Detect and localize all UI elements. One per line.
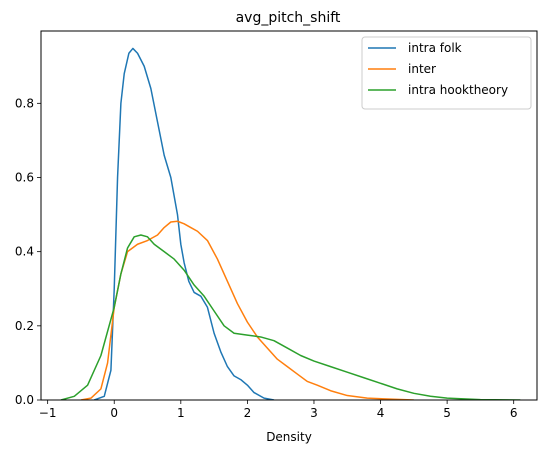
series-line-intra-hooktheory bbox=[60, 234, 521, 400]
x-tick-label: 2 bbox=[244, 406, 252, 420]
x-tick-label: 6 bbox=[510, 406, 518, 420]
y-axis: 0.0 0.2 0.4 0.6 0.8 bbox=[15, 96, 41, 407]
plot-frame bbox=[40, 30, 538, 401]
x-tick-label: 3 bbox=[310, 406, 318, 420]
plot-area bbox=[40, 30, 538, 401]
legend-label-inter: inter bbox=[408, 62, 436, 76]
series-line-inter bbox=[80, 220, 414, 400]
x-tick-label: 0 bbox=[110, 406, 118, 420]
y-tick-label: 0.2 bbox=[15, 319, 34, 333]
legend-frame bbox=[361, 36, 532, 110]
y-tick-label: 0.4 bbox=[15, 245, 34, 259]
chart-title: avg_pitch_shift bbox=[236, 10, 341, 26]
y-tick-label: 0.8 bbox=[15, 96, 34, 110]
series-line-intra-folk bbox=[93, 47, 275, 400]
legend-label-intra-folk: intra folk bbox=[408, 41, 462, 55]
x-tick-label: 1 bbox=[177, 406, 185, 420]
series-layer bbox=[60, 47, 521, 400]
x-axis-label: Density bbox=[266, 430, 312, 444]
y-tick-label: 0.0 bbox=[15, 393, 34, 407]
x-axis: −1 0 1 2 3 4 5 6 bbox=[39, 400, 518, 420]
legend-label-intra-hooktheory: intra hooktheory bbox=[408, 83, 508, 97]
x-tick-label: 4 bbox=[377, 406, 385, 420]
legend: intra folk inter intra hooktheory bbox=[361, 36, 532, 110]
x-tick-label: −1 bbox=[39, 406, 57, 420]
x-tick-label: 5 bbox=[443, 406, 451, 420]
y-tick-label: 0.6 bbox=[15, 170, 34, 184]
